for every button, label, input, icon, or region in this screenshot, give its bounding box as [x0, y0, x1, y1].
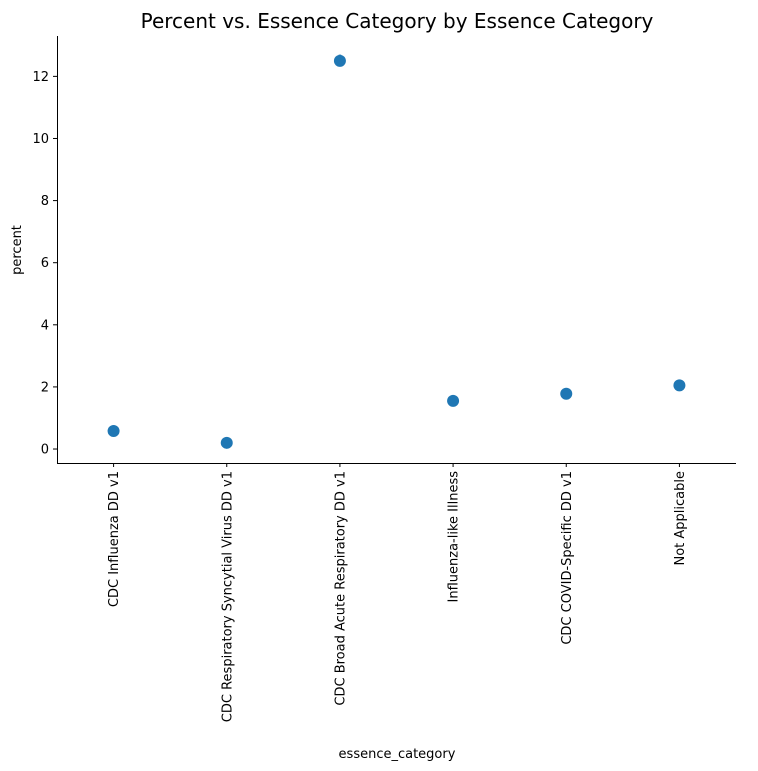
x-tick-label: Not Applicable: [673, 471, 688, 566]
data-point: [107, 425, 120, 438]
x-tick-label: Influenza-like Illness: [447, 471, 462, 603]
data-point: [673, 379, 686, 392]
x-axis-ticks: CDC Influenza DD v1 CDC Respiratory Syncy…: [107, 463, 688, 722]
y-tick-label: 4: [41, 318, 49, 333]
data-point: [220, 436, 233, 449]
error-bars: [112, 54, 681, 444]
chart-title: Percent vs. Essence Category by Essence …: [141, 9, 654, 33]
data-points: [107, 54, 686, 449]
data-point: [560, 387, 573, 400]
y-tick-label: 10: [32, 132, 49, 147]
x-tick-label: CDC Respiratory Syncytial Virus DD v1: [220, 471, 235, 722]
y-tick-label: 12: [32, 70, 49, 85]
y-tick-label: 6: [41, 256, 49, 271]
data-point: [447, 394, 460, 407]
y-tick-label: 2: [41, 380, 49, 395]
x-tick-label: CDC Broad Acute Respiratory DD v1: [333, 471, 348, 706]
data-point: [333, 54, 346, 67]
x-axis-label: essence_category: [339, 747, 456, 762]
y-axis-label: percent: [10, 225, 25, 275]
y-tick-label: 0: [41, 443, 49, 458]
x-tick-label: CDC Influenza DD v1: [107, 471, 122, 607]
x-tick-label: CDC COVID-Specific DD v1: [560, 471, 575, 645]
y-tick-label: 8: [41, 194, 49, 209]
y-axis-ticks: 0 2 4 6 8 10 12: [32, 70, 57, 458]
